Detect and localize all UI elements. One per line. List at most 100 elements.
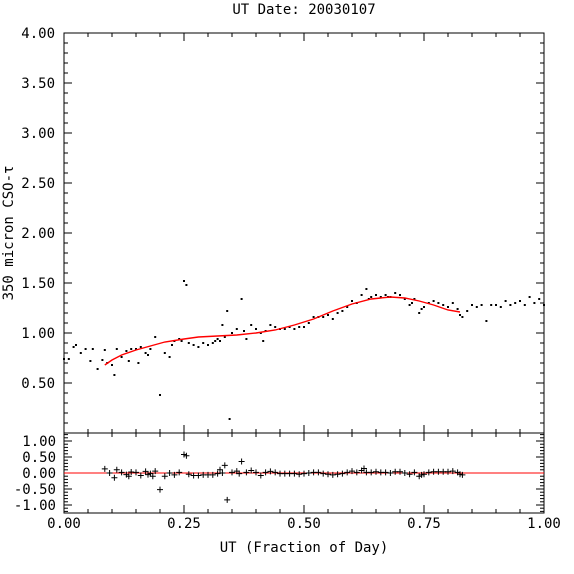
data-point <box>231 332 233 334</box>
data-point <box>298 326 301 328</box>
data-point <box>461 316 464 318</box>
main-y-tick-label: 3.00 <box>21 126 55 142</box>
data-point <box>288 326 291 328</box>
data-point <box>418 312 421 314</box>
residual-point <box>325 471 331 478</box>
residual-point <box>166 470 173 476</box>
residual-point <box>253 469 259 476</box>
data-point <box>214 340 217 342</box>
residual-point <box>320 470 327 477</box>
data-point <box>245 338 248 340</box>
main-panel: 4.00 3.50 3.00 2.50 2.00 1.50 1.00 0.50 350 mic… <box>1 26 545 434</box>
chart-title: UT Date: 20030107 <box>232 2 375 18</box>
data-point <box>235 328 238 330</box>
data-point <box>125 350 128 352</box>
data-point <box>341 310 344 312</box>
data-point <box>399 294 401 296</box>
data-point <box>79 352 82 354</box>
residual-point <box>152 468 159 475</box>
x-tick-labels: 0.00 0.25 0.50 0.75 1.00 <box>47 516 561 532</box>
data-point <box>336 312 339 314</box>
data-point <box>523 304 526 306</box>
residual-point <box>236 470 243 477</box>
residual-y-tick-label: 1.00 <box>22 434 56 450</box>
residual-point <box>217 466 223 473</box>
residual-point <box>373 468 379 475</box>
main-y-tick-label: 2.00 <box>21 226 55 242</box>
data-point <box>111 364 113 366</box>
data-point <box>322 316 325 318</box>
main-y-tick-label: 2.50 <box>21 176 55 192</box>
residual-point <box>421 471 427 478</box>
main-y-tick-label: 3.50 <box>21 76 55 92</box>
data-point <box>202 342 205 344</box>
data-point <box>293 328 296 330</box>
data-point <box>219 340 221 342</box>
residual-y-tick-label: -1.00 <box>14 498 56 514</box>
residual-point <box>137 472 144 479</box>
data-point <box>101 359 104 361</box>
x-tick-label: 1.00 <box>527 516 561 532</box>
data-point <box>147 354 149 356</box>
data-point <box>283 328 286 330</box>
x-tick-label: 0.75 <box>407 516 441 532</box>
residual-point <box>209 471 216 478</box>
data-point <box>135 348 137 350</box>
residual-point <box>257 472 264 479</box>
data-point <box>197 346 200 348</box>
residual-point <box>224 496 231 503</box>
residual-point <box>401 470 408 476</box>
data-point <box>259 332 262 334</box>
data-point <box>226 310 229 312</box>
data-point <box>307 322 310 324</box>
residual-point <box>387 470 394 476</box>
residual-point <box>176 469 183 476</box>
residual-point <box>449 468 456 475</box>
data-point <box>115 348 118 350</box>
data-point <box>499 306 502 308</box>
data-point <box>466 310 469 312</box>
data-point <box>67 358 70 360</box>
residual-point <box>149 473 156 480</box>
data-point <box>171 344 173 346</box>
data-point <box>331 318 334 320</box>
residual-point <box>101 465 108 472</box>
data-point <box>180 340 183 342</box>
residual-point <box>125 473 132 480</box>
x-tick-label: 0.00 <box>47 516 81 532</box>
residual-point <box>243 469 250 476</box>
data-point <box>96 368 99 370</box>
data-point <box>262 340 265 342</box>
data-point <box>178 338 181 340</box>
data-point <box>490 304 493 306</box>
main-y-tick-label: 1.00 <box>21 326 55 342</box>
residual-point <box>185 471 192 478</box>
data-point <box>538 298 541 300</box>
residual-point <box>161 473 168 480</box>
data-point <box>346 306 349 308</box>
main-y-tick-label: 1.50 <box>21 276 55 292</box>
data-point <box>408 304 411 306</box>
data-point <box>192 344 195 346</box>
residual-point <box>195 472 202 479</box>
residual-point <box>411 469 418 476</box>
residual-point <box>406 471 413 478</box>
residual-point <box>353 469 360 476</box>
data-point <box>127 360 130 362</box>
residual-point <box>459 471 466 478</box>
data-point <box>420 308 423 310</box>
data-point <box>243 330 245 332</box>
data-point <box>451 302 454 304</box>
data-point <box>89 360 92 362</box>
fit-curve <box>104 296 461 366</box>
data-point <box>403 298 406 300</box>
data-point <box>413 298 416 300</box>
residual-point <box>368 469 375 476</box>
data-point <box>471 304 473 306</box>
data-point <box>84 348 87 350</box>
main-y-tick-labels: 4.00 3.50 3.00 2.50 2.00 1.50 1.00 0.50 <box>21 26 55 392</box>
residual-axis-ticks <box>63 433 545 513</box>
data-point <box>360 294 363 296</box>
x-tick-label: 0.25 <box>167 516 201 532</box>
data-point <box>495 304 497 306</box>
